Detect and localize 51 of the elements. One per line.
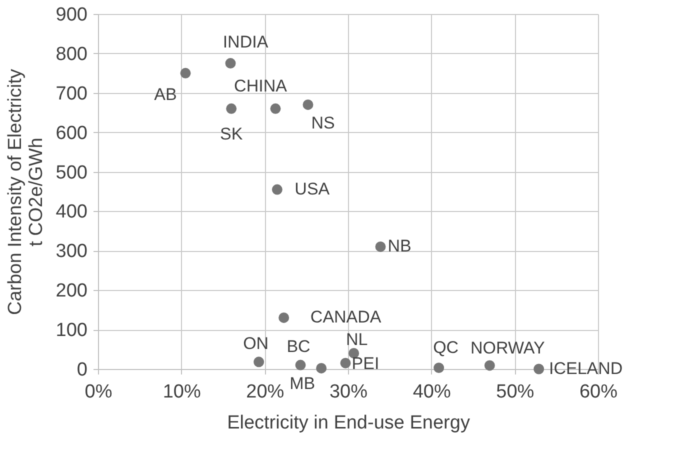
annotation: ICELAND bbox=[548, 359, 623, 378]
y-tick-label: 400 bbox=[56, 202, 88, 223]
point bbox=[302, 99, 314, 110]
y-axis-title: Carbon Intensity of Electricity t CO2e/GWh bbox=[4, 68, 47, 316]
point bbox=[534, 364, 544, 374]
annotation: ON bbox=[243, 334, 269, 353]
annotation: NB bbox=[388, 236, 412, 256]
x-tick-label: 50% bbox=[496, 382, 534, 402]
point bbox=[254, 356, 264, 368]
x-tick-label: 30% bbox=[329, 382, 368, 402]
annotation: INDIA bbox=[222, 32, 269, 52]
point bbox=[226, 103, 237, 114]
x-tick-label: 20% bbox=[246, 382, 284, 402]
point bbox=[272, 184, 282, 195]
annotation: PEI bbox=[352, 354, 380, 374]
point bbox=[270, 103, 281, 114]
point bbox=[316, 362, 327, 374]
annotation: CHINA bbox=[234, 76, 288, 96]
y-tick-label: 200 bbox=[56, 280, 88, 302]
y-tick-label: 300 bbox=[56, 241, 88, 262]
y-tick-label: 800 bbox=[56, 44, 88, 65]
y-tick-label: 900 bbox=[56, 4, 88, 26]
x-tick-label: 60% bbox=[579, 382, 618, 402]
x-axis-title: Electricity in End-use Energy bbox=[227, 412, 470, 434]
annotation: NS bbox=[311, 114, 335, 133]
annotation: SK bbox=[220, 124, 244, 144]
annotation: QC bbox=[433, 338, 459, 357]
annotation: NORWAY bbox=[470, 338, 545, 358]
annotation: AB bbox=[154, 85, 177, 104]
annotation: CANADA bbox=[310, 308, 382, 327]
x-tick-label: 40% bbox=[412, 382, 451, 402]
y-tick-label: 500 bbox=[56, 162, 88, 184]
y-tick-label: 100 bbox=[56, 320, 88, 342]
annotation: BC bbox=[286, 337, 310, 356]
point bbox=[434, 362, 444, 374]
point bbox=[484, 360, 495, 371]
y-tick-label: 700 bbox=[56, 83, 88, 104]
annotation: MB bbox=[290, 374, 316, 394]
y-tick-label: 0 bbox=[76, 360, 88, 380]
point bbox=[375, 241, 386, 252]
point bbox=[180, 68, 191, 78]
annotation: USA bbox=[294, 180, 330, 199]
y-tick-label: 600 bbox=[56, 122, 88, 144]
annotation: NL bbox=[346, 330, 368, 350]
point bbox=[225, 58, 236, 69]
point bbox=[348, 348, 360, 358]
x-tick-label: 10% bbox=[162, 382, 201, 402]
x-tick-label: 0% bbox=[84, 382, 112, 402]
point bbox=[340, 358, 351, 368]
point bbox=[295, 360, 306, 370]
point bbox=[278, 312, 290, 323]
